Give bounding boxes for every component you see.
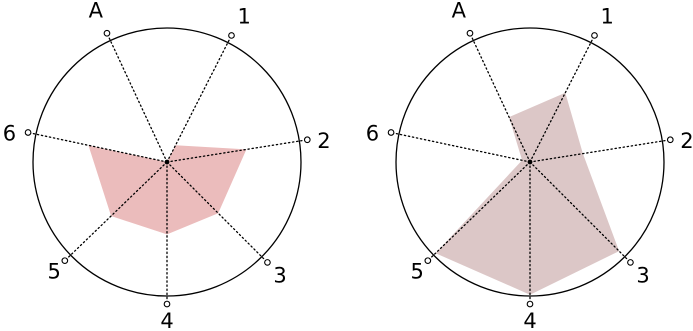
axis-end-marker	[424, 257, 432, 265]
axis-spoke	[27, 131, 168, 163]
radar-chart-right: A 1 2 3 4 5 6	[366, 0, 693, 331]
axis-spoke	[64, 161, 168, 262]
axis-spoke	[106, 32, 168, 163]
axis-spoke	[166, 34, 233, 163]
axis-label: 4	[160, 309, 173, 331]
axis-end-marker	[466, 29, 474, 37]
axis-spoke	[529, 139, 671, 163]
axis-end-marker	[228, 32, 235, 39]
axis-end-marker	[163, 300, 171, 308]
axis-label: 2	[317, 129, 330, 153]
axis-end-marker	[103, 29, 111, 37]
axis-spoke	[390, 131, 531, 163]
axis-label: 1	[237, 4, 250, 28]
axis-label: 3	[636, 263, 649, 287]
axis-label: 5	[47, 260, 60, 284]
axis-end-marker	[24, 129, 32, 136]
axis-end-marker	[526, 300, 534, 308]
axis-label: 6	[3, 121, 16, 145]
data-area	[88, 145, 247, 235]
axis-spoke	[469, 32, 531, 163]
axis-spoke	[166, 161, 269, 264]
axis-end-marker	[303, 136, 311, 144]
outer-circle	[395, 27, 665, 297]
center-dot	[527, 159, 533, 165]
axis-spoke	[427, 161, 531, 262]
axis-label: 4	[523, 309, 536, 331]
axis-label: 6	[366, 121, 379, 145]
outer-circle	[32, 27, 302, 297]
axis-end-marker	[387, 129, 395, 136]
axis-end-marker	[591, 32, 598, 39]
axis-label: 1	[600, 4, 613, 28]
data-area	[435, 92, 620, 295]
axis-end-marker	[264, 259, 271, 266]
center-dot	[164, 159, 170, 165]
axis-label: A	[452, 0, 467, 22]
axis-spoke	[166, 139, 308, 163]
axis-label: 3	[273, 263, 286, 287]
axis-spoke	[529, 34, 596, 163]
axis-end-marker	[61, 257, 69, 265]
radar-chart-left: A 1 2 3 4 5 6	[3, 0, 331, 331]
axis-label: 5	[410, 260, 423, 284]
axis-end-marker	[666, 136, 674, 144]
axis-label: 2	[680, 129, 693, 153]
axis-label: A	[89, 0, 104, 22]
axis-end-marker	[627, 259, 634, 266]
axis-spoke	[529, 161, 632, 264]
